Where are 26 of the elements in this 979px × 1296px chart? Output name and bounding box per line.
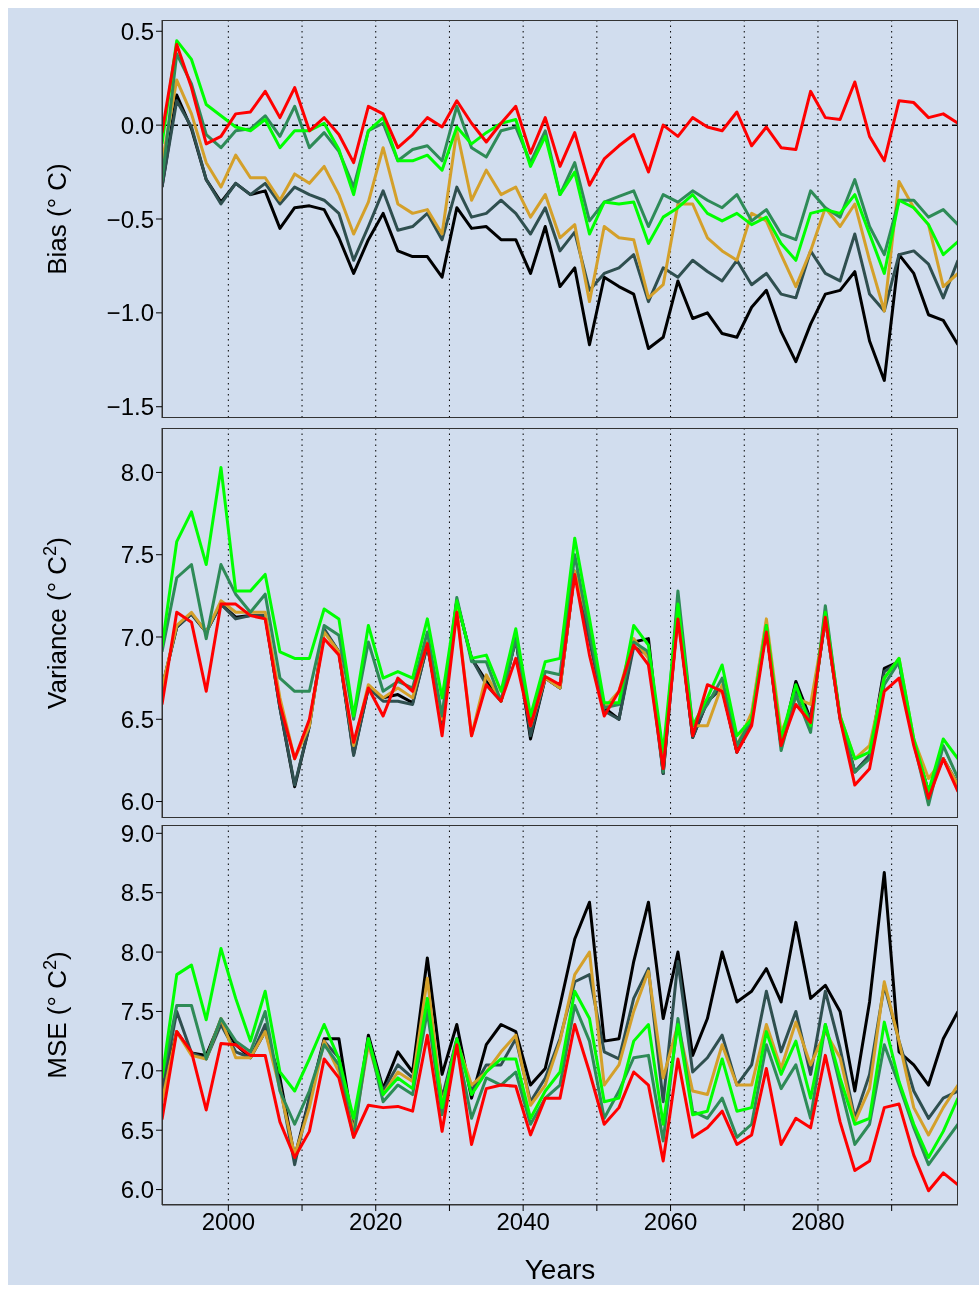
line-series: [162, 1023, 958, 1193]
y-tick-label: 7.5: [120, 997, 154, 1025]
x-axis-title: Years: [524, 1254, 596, 1285]
y-tick-label: 6.0: [120, 1176, 154, 1204]
x-tick-label: 2040: [496, 1208, 550, 1236]
x-tick-label: 2000: [201, 1208, 256, 1236]
y-tick-label: 0.0: [120, 111, 154, 139]
y-tick-label: 8.5: [120, 879, 154, 907]
y-axis-title: Bias (° C): [42, 163, 72, 275]
y-tick-label: 9.0: [120, 819, 154, 847]
line-series: [162, 42, 958, 187]
y-tick-label: 6.5: [120, 1116, 154, 1144]
y-tick-label: 6.5: [120, 705, 154, 733]
y-tick-label: 8.0: [120, 938, 154, 966]
x-tick-label: 2060: [643, 1208, 698, 1236]
y-tick-label: 7.0: [120, 623, 154, 651]
y-tick-label: 7.5: [120, 541, 154, 569]
y-tick-label: 0.5: [120, 17, 154, 45]
y-tick-label: −0.5: [106, 205, 154, 233]
y-tick-label: 7.0: [120, 1057, 154, 1085]
x-tick-label: 2020: [349, 1208, 403, 1236]
y-tick-label: −1.5: [106, 393, 154, 421]
x-tick-label: 2080: [791, 1208, 845, 1236]
y-tick-label: 6.0: [120, 788, 154, 816]
y-tick-label: 8.0: [120, 458, 154, 486]
y-tick-label: −1.0: [106, 299, 154, 327]
